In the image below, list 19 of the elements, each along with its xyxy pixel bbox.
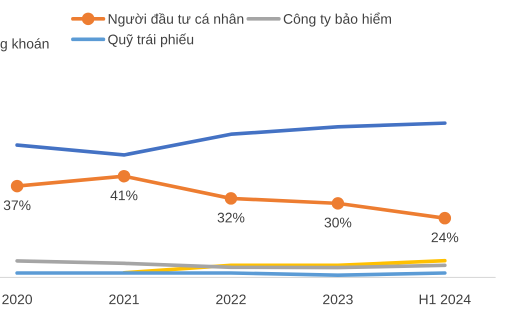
point <box>438 212 452 224</box>
legend-label: Công ty bảo hiểm <box>284 12 391 27</box>
x-tick-label: 2020 <box>2 294 32 304</box>
data-label: 37% <box>4 200 31 210</box>
data-label: 30% <box>324 218 352 228</box>
x-tick-label: 2022 <box>216 294 246 304</box>
text: g khoán <box>0 38 49 52</box>
point <box>10 180 24 192</box>
x-tick-label: 2021 <box>109 294 139 304</box>
x-tick-label: 2023 <box>323 294 353 304</box>
data-label: 24% <box>432 232 458 242</box>
legend-label: Người đầu tư cá nhân <box>108 13 244 27</box>
x-tick-label: H1 2024 <box>420 294 471 304</box>
point <box>332 197 344 210</box>
point <box>224 192 238 205</box>
data-label: 32% <box>218 212 244 223</box>
point <box>118 170 130 182</box>
legend-label: Quỹ trái phiếu <box>108 34 194 48</box>
data-label: 41% <box>110 190 138 200</box>
